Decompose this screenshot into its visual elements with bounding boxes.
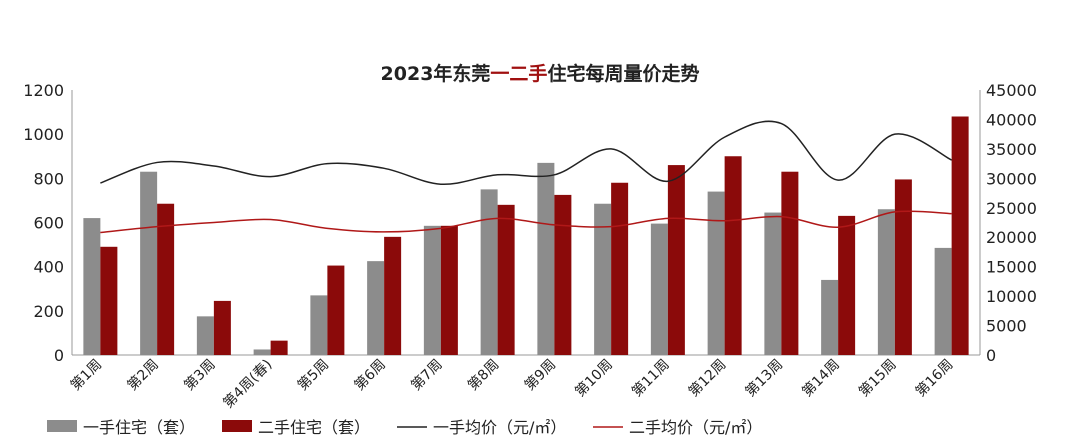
x-tick-label: 第15周 [855, 356, 899, 400]
right-tick-label: 5000 [986, 317, 1027, 336]
left-tick-label: 1200 [23, 81, 64, 100]
lines-layer [100, 120, 952, 234]
legend-swatch [47, 420, 77, 432]
right-tick-label: 0 [986, 346, 996, 365]
left-tick-label: 1000 [23, 125, 64, 144]
right-tick-label: 20000 [986, 228, 1037, 247]
bar-new-home [537, 162, 555, 355]
bar-resale-home [440, 225, 458, 355]
bar-new-home [821, 279, 839, 355]
bar-resale-home [213, 300, 231, 355]
bar-new-home [310, 295, 328, 355]
line-resale-home-price [100, 210, 952, 234]
bar-new-home [196, 316, 214, 355]
chart-title-part-1: 2023年东莞 [381, 62, 491, 85]
x-tick-label: 第9周 [521, 356, 559, 394]
bar-resale-home [894, 179, 912, 355]
right-tick-label: 15000 [986, 258, 1037, 277]
legend-label: 二手均价（元/㎡） [629, 418, 762, 437]
legend-swatch [222, 420, 252, 432]
legend-label: 二手住宅（套） [258, 418, 370, 437]
bar-new-home [83, 218, 101, 355]
chart-title-part-2: 一二手 [490, 62, 547, 85]
right-tick-label: 35000 [986, 140, 1037, 159]
bar-new-home [140, 171, 158, 355]
bar-resale-home [157, 203, 175, 355]
legend-label: 一手住宅（套） [83, 418, 195, 437]
bar-new-home [764, 212, 782, 355]
bar-resale-home [327, 265, 345, 355]
left-tick-label: 200 [33, 302, 64, 321]
bar-new-home [594, 203, 612, 355]
x-tick-label: 第11周 [628, 356, 672, 400]
right-tick-label: 40000 [986, 110, 1037, 129]
bar-new-home [934, 247, 952, 355]
right-tick-label: 45000 [986, 81, 1037, 100]
bar-new-home [480, 189, 498, 355]
bar-resale-home [497, 204, 515, 355]
legend: 一手住宅（套） 二手住宅（套） 一手均价（元/㎡） 二手均价（元/㎡） [47, 418, 762, 437]
x-axis-labels: 第1周 第2周 第3周 第4周(春) 第5周 第6周 第7周 第8周 第9周 第10周 第11周 第1… [67, 356, 956, 412]
x-tick-label: 第16周 [912, 356, 956, 400]
bar-resale-home [724, 156, 742, 355]
x-tick-label: 第14周 [799, 356, 843, 400]
bar-new-home [877, 209, 895, 355]
chart-title: 2023年东莞一二手住宅每周量价走势 [381, 62, 700, 85]
bar-new-home [423, 225, 441, 355]
chart-title-part-3: 住宅每周量价走势 [547, 62, 699, 85]
x-tick-label: 第10周 [572, 356, 616, 400]
bar-resale-home [667, 165, 685, 355]
x-tick-label: 第8周 [464, 356, 502, 394]
right-tick-label: 30000 [986, 169, 1037, 188]
bar-resale-home [100, 246, 118, 355]
left-tick-label: 400 [33, 258, 64, 277]
bar-new-home [707, 191, 725, 355]
bar-resale-home [554, 194, 572, 355]
bars-layer [83, 116, 969, 355]
x-tick-label: 第2周 [124, 356, 162, 394]
x-tick-label: 第3周 [181, 356, 219, 394]
bar-new-home [650, 223, 668, 355]
left-tick-label: 0 [54, 346, 64, 365]
x-tick-label: 第7周 [408, 356, 446, 394]
x-tick-label: 第5周 [294, 356, 332, 394]
right-tick-label: 10000 [986, 287, 1037, 306]
x-tick-label: 第1周 [67, 356, 105, 394]
bar-resale-home [838, 215, 856, 355]
x-tick-label: 第12周 [685, 356, 729, 400]
left-tick-label: 800 [33, 169, 64, 188]
x-tick-label: 第6周 [351, 356, 389, 394]
bar-resale-home [384, 236, 402, 355]
legend-label: 一手均价（元/㎡） [433, 418, 566, 437]
x-tick-label: 第13周 [742, 356, 786, 400]
bar-resale-home [270, 340, 288, 355]
bar-resale-home [781, 171, 799, 355]
left-axis-ticks: 0 200 400 600 800 1000 1200 [23, 81, 64, 365]
line-new-home-price [100, 120, 952, 185]
bar-resale-home [611, 182, 629, 355]
right-tick-label: 25000 [986, 199, 1037, 218]
bar-new-home [253, 349, 271, 355]
bar-resale-home [951, 116, 969, 355]
x-tick-label: 第4周(春) [220, 356, 276, 412]
right-axis-ticks: 0 5000 10000 15000 20000 25000 30000 35000 40000… [986, 81, 1037, 365]
left-tick-label: 600 [33, 214, 64, 233]
bar-new-home [367, 261, 385, 355]
